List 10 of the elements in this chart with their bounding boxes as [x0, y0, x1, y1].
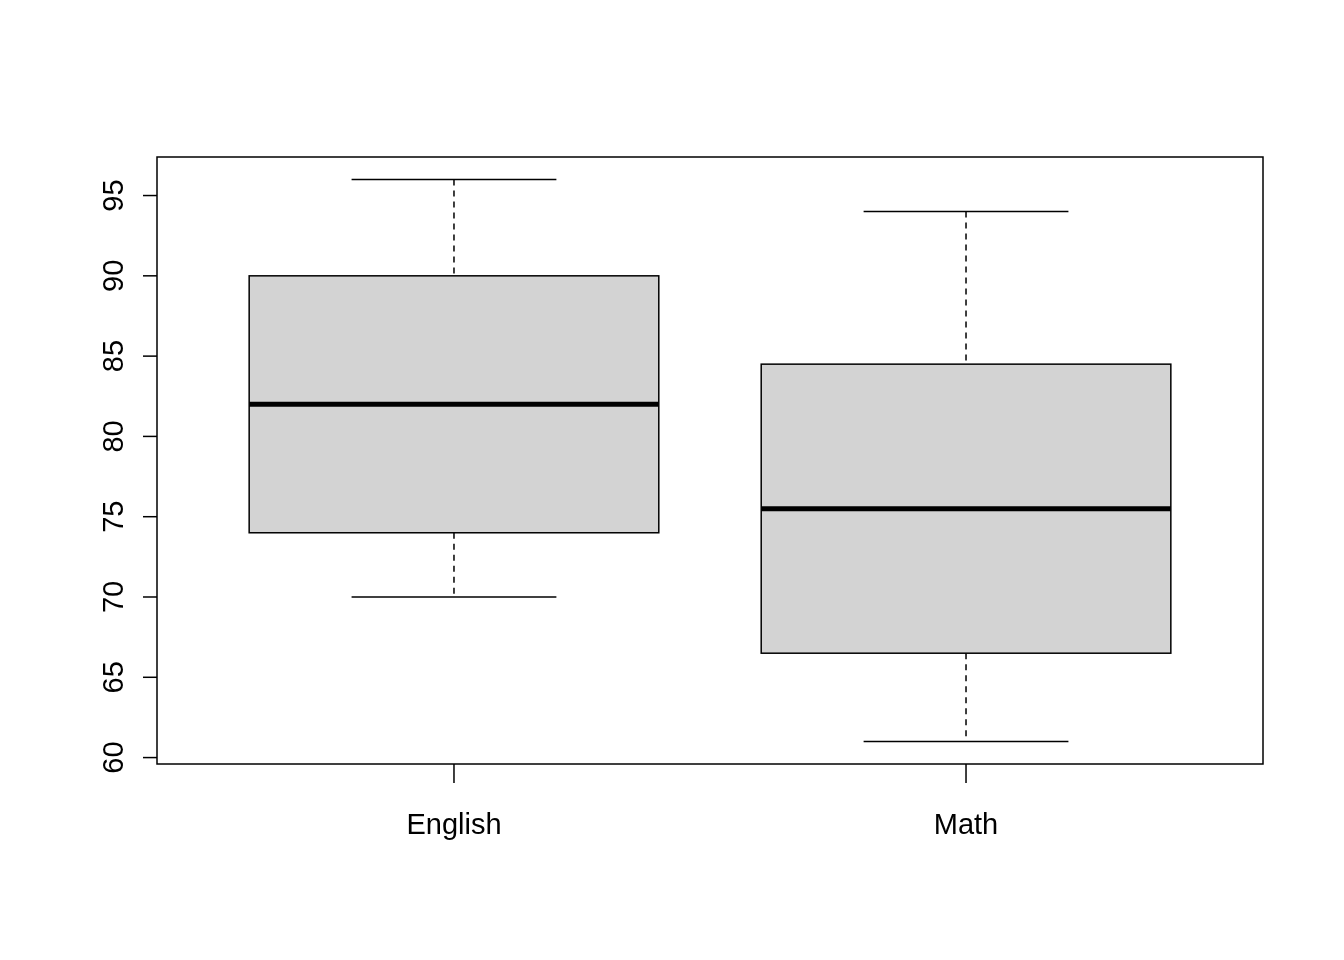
- y-tick-label: 70: [97, 580, 129, 614]
- x-tick-label: Math: [933, 808, 999, 840]
- y-tick-label: 75: [97, 500, 129, 533]
- y-tick-label: 95: [97, 179, 129, 212]
- y-tick-label: 80: [97, 420, 129, 453]
- y-tick-label: 60: [97, 741, 129, 774]
- y-tick-label: 90: [97, 259, 129, 292]
- x-tick-label: English: [406, 808, 502, 840]
- y-tick-label: 85: [97, 339, 129, 373]
- y-tick-label: 65: [97, 661, 129, 694]
